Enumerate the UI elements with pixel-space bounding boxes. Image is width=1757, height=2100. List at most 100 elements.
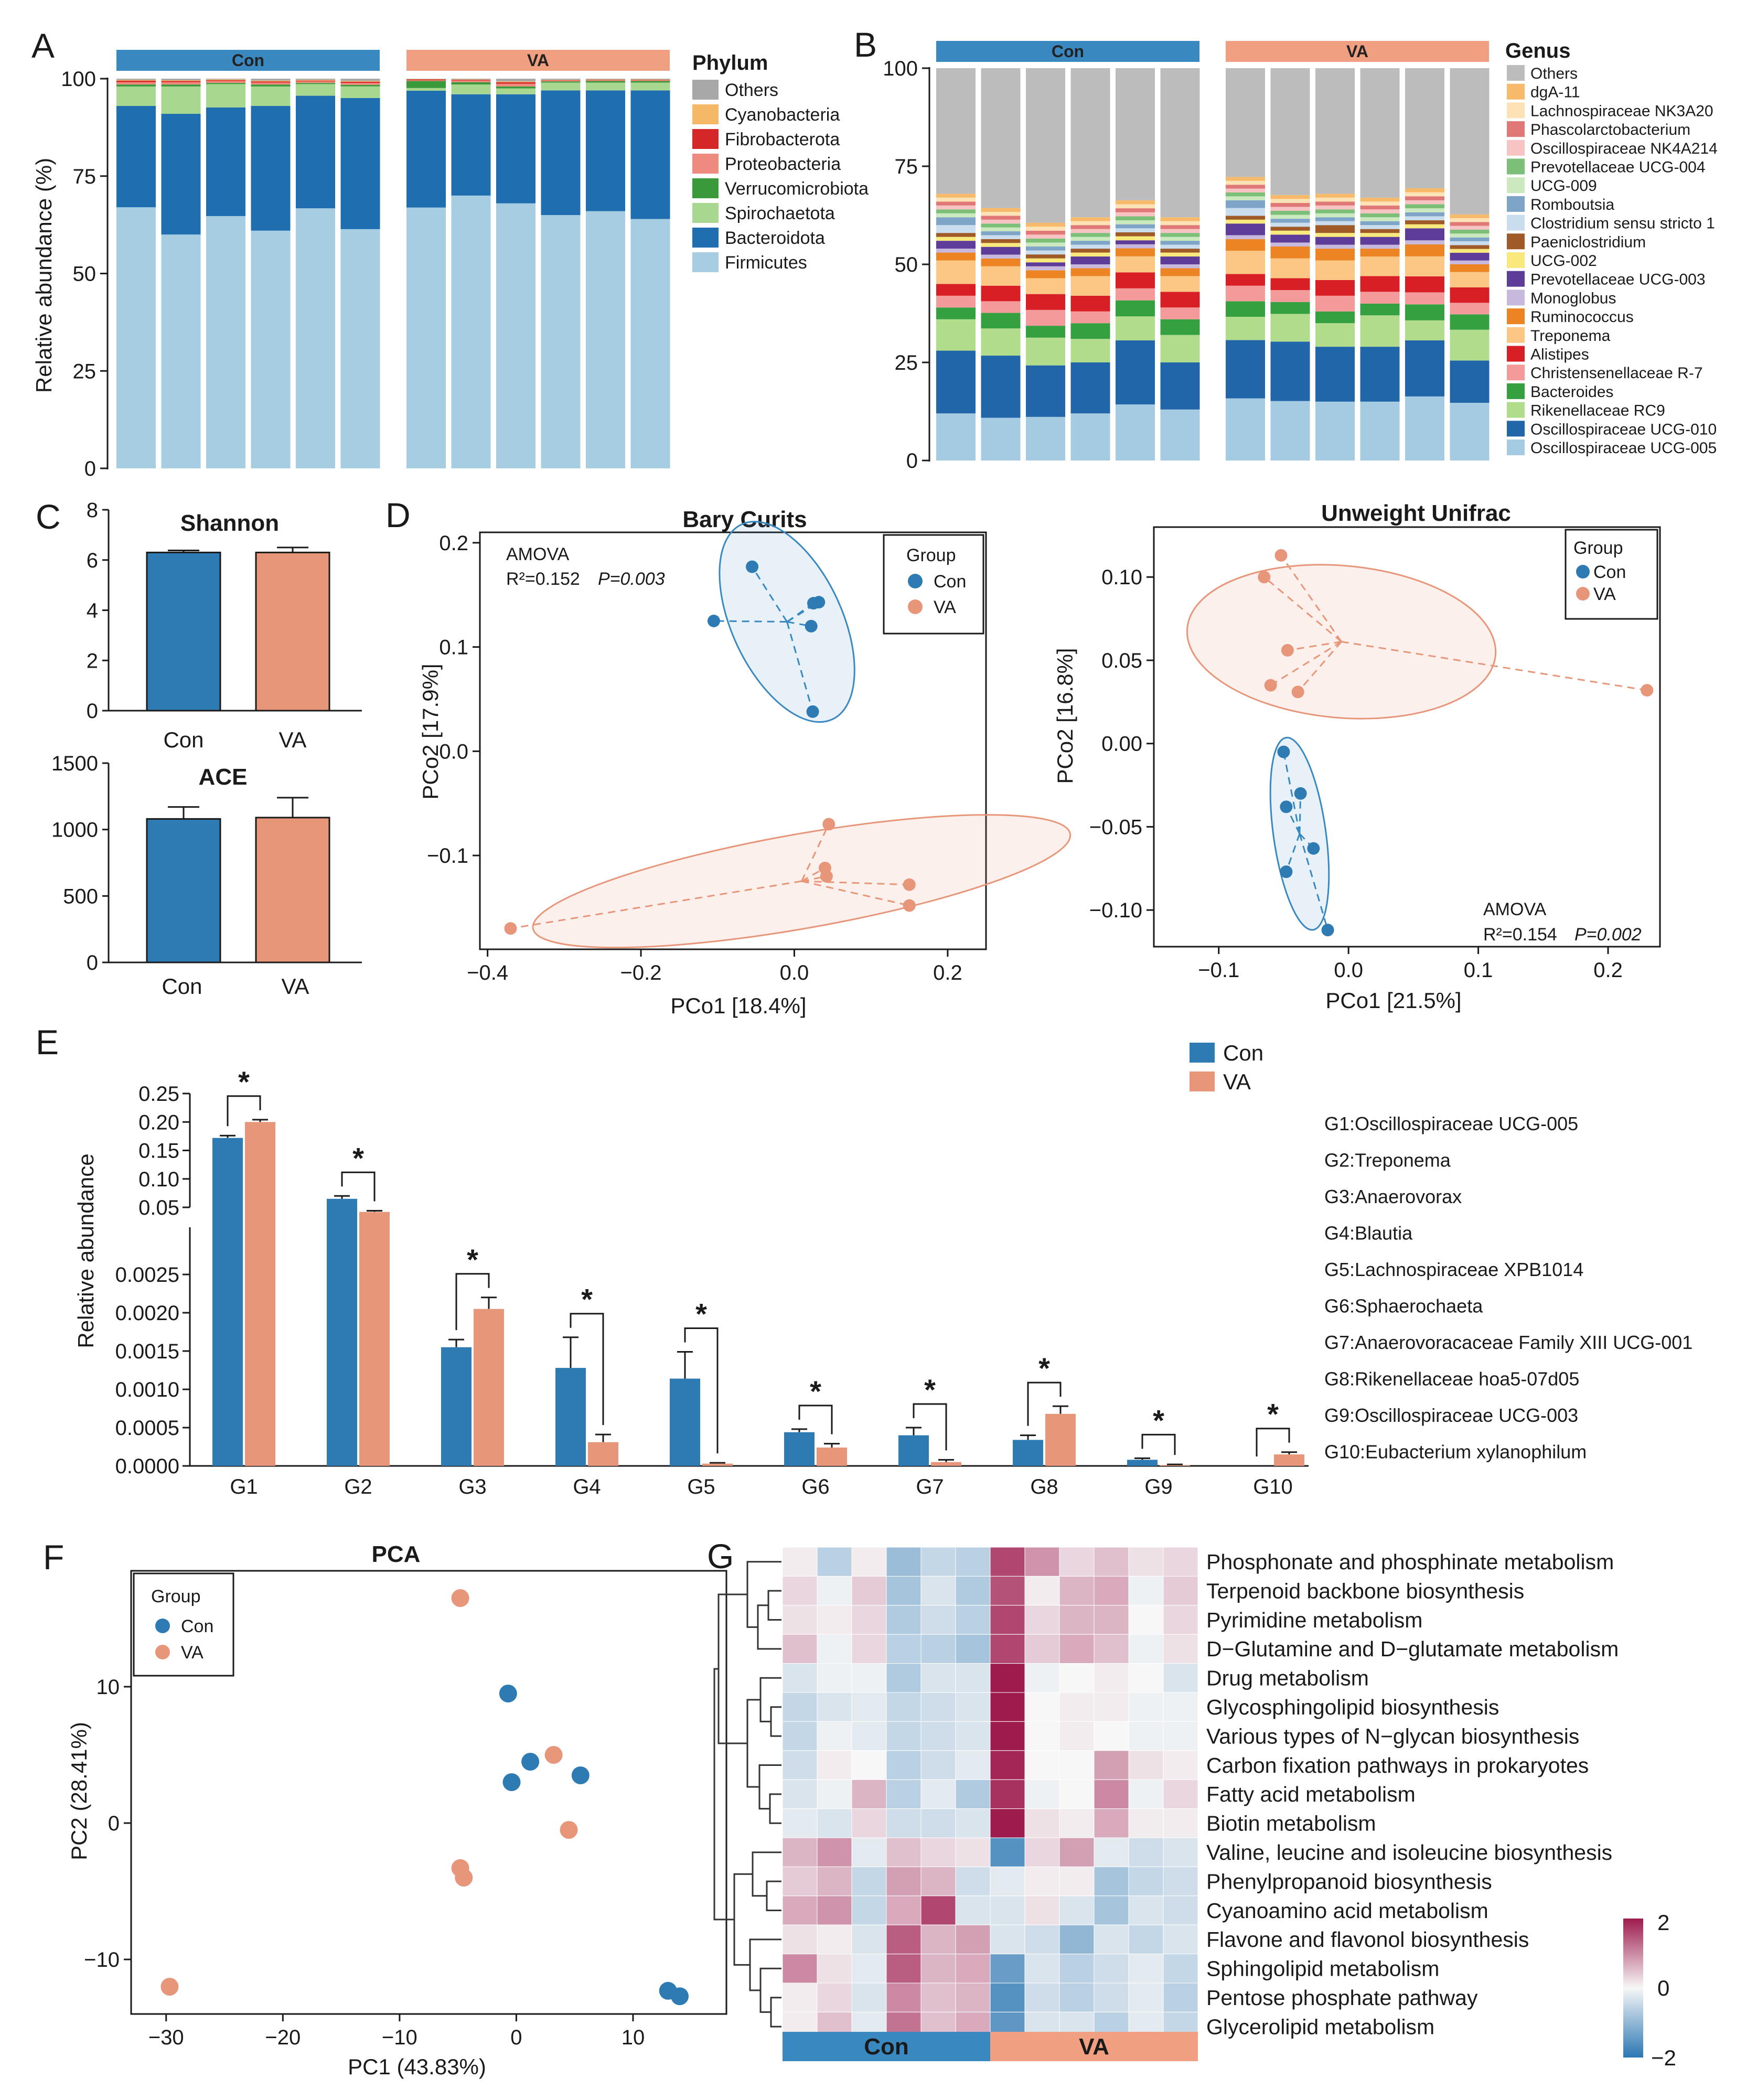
heatmap-cell	[990, 1983, 1025, 2012]
ytick-label: 0.25	[138, 1083, 179, 1106]
heatmap-cell	[886, 1924, 922, 1955]
bar-segment	[1450, 226, 1490, 230]
legend-label: Oscillospiraceae NK4A214	[1530, 140, 1718, 157]
legend-swatch	[1507, 65, 1525, 81]
ytick-label: 0	[906, 449, 918, 473]
legend-swatch	[1507, 121, 1525, 137]
heatmap-cell	[782, 1924, 818, 1955]
panel-d2-ylabel: PCo2 [16.8%]	[1053, 648, 1077, 784]
spoke-line	[1299, 833, 1329, 930]
panel-f-legend-box	[133, 1572, 234, 1677]
legend-label: Lachnospiraceae NK3A20	[1530, 102, 1713, 120]
heatmap-cell	[1128, 1866, 1164, 1897]
bar-segment	[1450, 260, 1490, 264]
heatmap-cell	[955, 1895, 991, 1925]
heatmap-cell	[955, 1750, 991, 1780]
bar-segment	[1315, 209, 1355, 213]
bar-segment	[1450, 264, 1490, 272]
bar-segment	[1270, 234, 1310, 243]
bar-segment	[1026, 227, 1065, 231]
panel-g-group-va: VA	[1079, 2034, 1109, 2060]
heatmap-cell	[851, 1779, 887, 1809]
heatmap-cell	[955, 1721, 991, 1751]
heatmap-cell	[1094, 1837, 1129, 1867]
bar-segment	[1315, 401, 1355, 460]
heatmap-row-label: Phenylpropanoid biosynthesis	[1206, 1869, 1492, 1893]
legend-label: Others	[1530, 65, 1578, 82]
bar-segment	[1226, 316, 1265, 340]
ytick-label: 50	[895, 253, 918, 276]
bar-segment	[1360, 237, 1400, 245]
bar-segment	[1070, 241, 1110, 245]
bar-segment	[1160, 319, 1200, 335]
bar-segment	[586, 90, 625, 211]
bar-segment	[206, 84, 245, 108]
heatmap-cell	[1059, 1750, 1095, 1780]
sig-bracket	[570, 1313, 604, 1426]
legend-label: Prevotellaceae UCG-003	[1530, 271, 1706, 288]
xtick-label: G4	[573, 1475, 601, 1498]
bar-segment	[1270, 227, 1310, 231]
heatmap-cell	[990, 1954, 1025, 1984]
bar-segment	[1160, 264, 1200, 269]
spoke-line	[1280, 555, 1342, 642]
sig-bracket	[227, 1095, 261, 1127]
heatmap-cell	[1128, 1692, 1164, 1722]
bar-segment	[251, 230, 291, 468]
legend-label: Treponema	[1530, 327, 1611, 345]
bar-segment	[1360, 229, 1400, 233]
bar-segment	[1405, 216, 1444, 221]
heatmap-cell	[886, 1983, 922, 2012]
bar-segment	[981, 223, 1021, 228]
bar-segment	[1360, 244, 1400, 249]
spoke-line	[1297, 641, 1342, 693]
heatmap-row-label: Terpenoid backbone biosynthesis	[1206, 1579, 1524, 1603]
bar-segment	[451, 195, 491, 468]
panel-b: B 0 25 50 75 100 Con VA Genus Others dgA-11La…	[854, 25, 1718, 473]
heatmap-cell	[782, 1779, 818, 1809]
bar-segment	[936, 237, 976, 241]
bar-segment	[206, 79, 245, 80]
bar-segment	[1226, 180, 1265, 185]
bar-segment	[1070, 233, 1110, 237]
xtick-label: G8	[1030, 1475, 1058, 1498]
bar-segment	[1450, 303, 1490, 315]
genus-key-item: G5:Lachnospiraceae XPB1014	[1324, 1259, 1583, 1280]
dendrogram-branch	[717, 1593, 747, 1744]
legend-label: Monoglobus	[1530, 290, 1616, 307]
bar-segment	[936, 225, 976, 233]
bar-segment	[981, 235, 1021, 239]
heatmap-cell	[782, 1983, 818, 2012]
bar-segment	[586, 80, 625, 81]
heatmap-cell	[782, 1576, 818, 1606]
ytick-label: 50	[73, 263, 97, 286]
heatmap-cell	[817, 1808, 852, 1838]
panel-d2-plot: −0.1 0.0 0.1 0.2 −0.10 −0.05 0.00 0.05 0.10	[1089, 549, 1654, 982]
heatmap-cell	[1024, 1750, 1060, 1780]
xtick-label: G1	[230, 1475, 258, 1498]
heatmap-cell	[1059, 1692, 1095, 1722]
heatmap-cell	[920, 1750, 956, 1780]
bar-segment	[206, 83, 245, 84]
bar-segment	[1450, 253, 1490, 261]
bar-segment	[1270, 341, 1310, 401]
heatmap-cell	[1128, 1634, 1164, 1664]
bar-segment	[936, 350, 976, 414]
ytick-label: 0.10	[138, 1168, 179, 1191]
bar-segment	[630, 81, 670, 83]
bar-segment	[1270, 290, 1310, 302]
bar-segment	[1116, 208, 1155, 212]
bar-segment	[630, 79, 670, 80]
dendrogram-branch	[749, 1938, 781, 1991]
bar-segment	[340, 229, 380, 468]
bar	[255, 551, 330, 712]
panel-e-legend-va-swatch	[1190, 1072, 1215, 1091]
panel-letter-e: E	[36, 1023, 59, 1062]
bar-segment	[1405, 212, 1444, 217]
bar-segment	[981, 254, 1021, 259]
heatmap-cell	[1163, 1547, 1198, 1577]
spoke-line	[801, 875, 827, 882]
bar-segment	[1226, 196, 1265, 200]
heatmap-cell	[1094, 1721, 1129, 1751]
bar-segment	[1026, 270, 1065, 278]
